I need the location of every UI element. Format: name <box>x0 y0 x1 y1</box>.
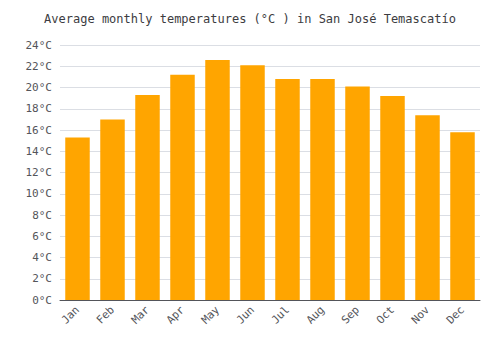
svg-text:Jul: Jul <box>269 303 292 326</box>
svg-text:Nov: Nov <box>409 303 432 326</box>
svg-text:Feb: Feb <box>94 303 117 326</box>
svg-text:Oct: Oct <box>374 303 397 326</box>
svg-text:8°C: 8°C <box>32 209 52 222</box>
svg-text:22°C: 22°C <box>26 60 53 73</box>
svg-text:Sep: Sep <box>339 303 362 326</box>
svg-text:Average monthly temperatures (: Average monthly temperatures (°C ) in Sa… <box>44 12 456 26</box>
svg-text:Mar: Mar <box>129 303 152 326</box>
svg-text:Dec: Dec <box>444 303 467 326</box>
svg-text:14°C: 14°C <box>26 145 53 158</box>
svg-text:24°C: 24°C <box>26 39 53 52</box>
svg-text:10°C: 10°C <box>26 187 53 200</box>
svg-text:18°C: 18°C <box>26 102 53 115</box>
svg-text:2°C: 2°C <box>32 272 52 285</box>
svg-text:May: May <box>199 303 222 326</box>
svg-text:16°C: 16°C <box>26 124 53 137</box>
svg-text:Jan: Jan <box>59 303 82 326</box>
svg-text:0°C: 0°C <box>32 294 52 307</box>
svg-text:Apr: Apr <box>164 303 187 326</box>
svg-text:6°C: 6°C <box>32 230 52 243</box>
svg-text:12°C: 12°C <box>26 166 53 179</box>
svg-text:4°C: 4°C <box>32 251 52 264</box>
svg-text:Jun: Jun <box>234 303 257 326</box>
svg-text:20°C: 20°C <box>26 81 53 94</box>
svg-text:Aug: Aug <box>304 303 327 326</box>
